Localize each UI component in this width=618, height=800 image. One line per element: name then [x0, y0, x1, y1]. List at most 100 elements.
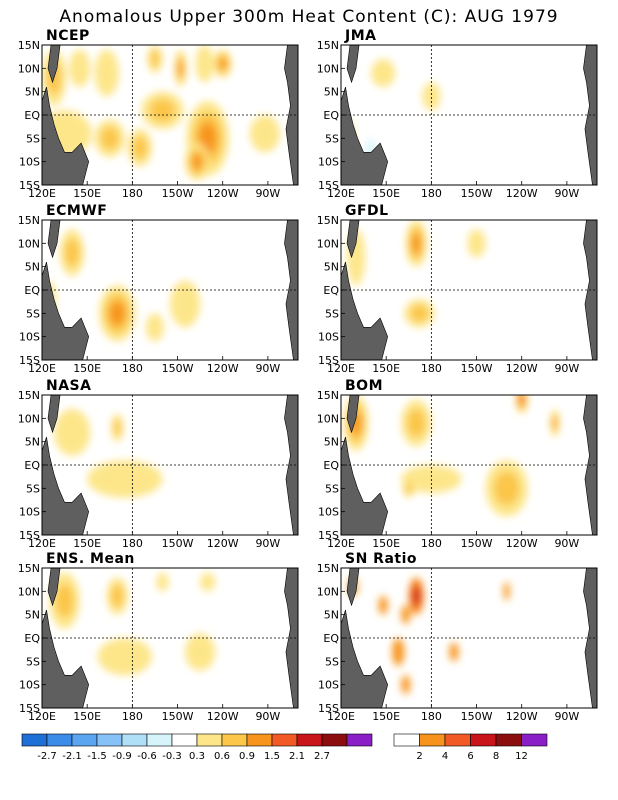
land-maritime-continent	[346, 568, 360, 607]
x-tick-label: 90W	[554, 187, 579, 200]
x-tick-label: 90W	[255, 187, 280, 200]
y-tick-label: 15S	[318, 529, 339, 542]
anomaly-contour	[503, 582, 510, 601]
anomaly-contour	[150, 50, 160, 68]
colorbar-label: 6	[467, 751, 473, 762]
land-maritime-continent	[47, 220, 61, 259]
x-tick-label: 90W	[554, 710, 579, 723]
x-tick-label: 150W	[162, 537, 194, 550]
y-tick-label: 15N	[18, 39, 40, 52]
panel-title: GFDL	[345, 203, 389, 219]
y-tick-label: 10S	[19, 679, 40, 692]
panel-title: SN Ratio	[345, 551, 417, 567]
colorbar-swatch	[444, 733, 471, 747]
x-tick-label: 150E	[73, 537, 101, 550]
colorbar-label: 4	[442, 751, 448, 762]
y-tick-label: 5N	[25, 86, 40, 99]
colorbar-label: -0.6	[137, 751, 157, 762]
colorbar-label: 2	[416, 751, 422, 762]
y-tick-label: EQ	[24, 284, 40, 297]
y-tick-label: 5N	[25, 436, 40, 449]
y-tick-label: 5N	[25, 261, 40, 274]
x-tick-label: 120W	[506, 187, 538, 200]
colorbar-swatch	[495, 733, 522, 747]
colorbar-swatch	[346, 733, 373, 747]
colorbar-swatch	[221, 733, 248, 747]
anomaly-contour	[64, 238, 80, 267]
x-tick-label: 180	[421, 362, 442, 375]
anomaly-contour	[97, 638, 152, 676]
anomaly-contour	[218, 57, 227, 70]
y-tick-label: 5N	[324, 609, 339, 622]
figure-title: Anomalous Upper 300m Heat Content (C): A…	[59, 7, 558, 27]
land-maritime-continent	[341, 436, 388, 535]
y-tick-label: 5S	[325, 132, 339, 145]
colorbar-label: -0.3	[162, 751, 182, 762]
anomaly-contour	[401, 675, 411, 695]
anomaly-contour	[551, 124, 567, 153]
land-maritime-continent	[346, 45, 360, 84]
anomaly-contour	[449, 642, 459, 662]
colorbar-swatch	[96, 733, 123, 747]
anomaly-contour	[407, 409, 426, 437]
y-tick-label: 15S	[318, 179, 339, 192]
x-tick-label: 150W	[162, 187, 194, 200]
panel-title: NCEP	[46, 28, 90, 44]
x-tick-label: 120E	[28, 710, 56, 723]
panel-title: JMA	[344, 28, 376, 44]
y-tick-label: 5S	[26, 307, 40, 320]
x-tick-label: 150W	[162, 710, 194, 723]
x-tick-label: 120E	[327, 362, 355, 375]
anomaly-contour	[145, 313, 164, 342]
y-tick-label: 5N	[25, 609, 40, 622]
anomaly-contour	[132, 136, 148, 159]
x-tick-label: 180	[122, 710, 143, 723]
colorbar-swatch	[171, 733, 198, 747]
anomaly-contour	[467, 229, 486, 258]
anomaly-contour	[378, 596, 388, 615]
y-tick-label: 5S	[26, 132, 40, 145]
y-tick-label: 10N	[18, 237, 40, 250]
y-tick-label: 5S	[325, 307, 339, 320]
anomaly-contour	[177, 60, 184, 77]
anomaly-contour	[552, 417, 557, 429]
land-maritime-continent	[42, 609, 89, 708]
panel-title: NASA	[46, 378, 91, 394]
colorbar-label: 8	[493, 751, 499, 762]
colorbar-swatch	[21, 733, 48, 747]
colorbar-swatch	[271, 733, 298, 747]
x-tick-label: 90W	[255, 710, 280, 723]
y-tick-label: 15N	[317, 214, 339, 227]
y-tick-label: 5S	[325, 655, 339, 668]
anomaly-contour	[384, 157, 403, 185]
y-tick-label: 10S	[318, 506, 339, 519]
x-tick-label: 180	[421, 537, 442, 550]
anomaly-contour	[195, 45, 214, 83]
panel-nasa: 120E 150E 180 150W 120W 90W 15N 10N 5N EQ 5S 10S 15S…	[18, 378, 299, 550]
anomaly-contour	[469, 299, 500, 328]
x-tick-label: 150E	[372, 187, 400, 200]
x-tick-label: 120E	[28, 187, 56, 200]
y-tick-label: 15S	[19, 529, 40, 542]
colorbar-swatch	[146, 733, 173, 747]
y-tick-label: 10N	[18, 585, 40, 598]
anomaly-colorbar: -2.7 -2.1 -1.5 -0.9 -0.6 -0.3 0.3 0.6 0.9 1.5 2.1 2…	[21, 733, 373, 762]
panel-title: ECMWF	[46, 203, 107, 219]
panel-title: BOM	[345, 378, 383, 394]
colorbar-label: 0.6	[214, 751, 230, 762]
x-tick-label: 150W	[461, 710, 493, 723]
x-tick-label: 180	[421, 187, 442, 200]
colorbar-swatch	[419, 733, 446, 747]
anomaly-contour	[249, 115, 280, 153]
y-tick-label: 15N	[18, 389, 40, 402]
y-tick-label: 5S	[26, 482, 40, 495]
anomaly-contour	[170, 280, 201, 328]
colorbar-swatch	[46, 733, 73, 747]
colorbar-label: 0.9	[239, 751, 255, 762]
x-tick-label: 150W	[461, 537, 493, 550]
anomaly-contour	[191, 153, 203, 170]
land-maritime-continent	[42, 261, 89, 360]
y-tick-label: 10N	[18, 62, 40, 75]
y-tick-label: 10S	[318, 156, 339, 169]
colorbar-label: 1.5	[264, 751, 280, 762]
